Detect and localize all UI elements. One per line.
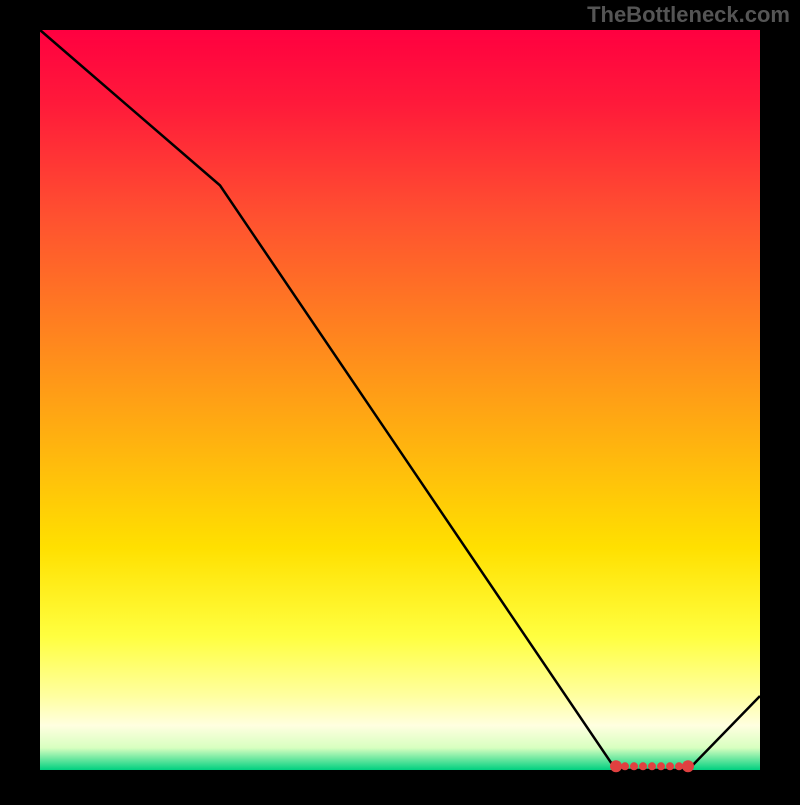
attribution-watermark: TheBottleneck.com bbox=[587, 2, 790, 28]
optimal-marker bbox=[648, 762, 656, 770]
optimal-marker bbox=[666, 762, 674, 770]
optimal-marker bbox=[610, 760, 622, 772]
optimal-marker bbox=[682, 760, 694, 772]
optimal-marker bbox=[675, 762, 683, 770]
optimal-marker bbox=[657, 762, 665, 770]
optimal-marker bbox=[621, 762, 629, 770]
bottleneck-chart bbox=[0, 0, 800, 805]
optimal-marker bbox=[630, 762, 638, 770]
chart-canvas bbox=[0, 0, 800, 800]
optimal-marker bbox=[639, 762, 647, 770]
plot-background bbox=[40, 30, 760, 770]
